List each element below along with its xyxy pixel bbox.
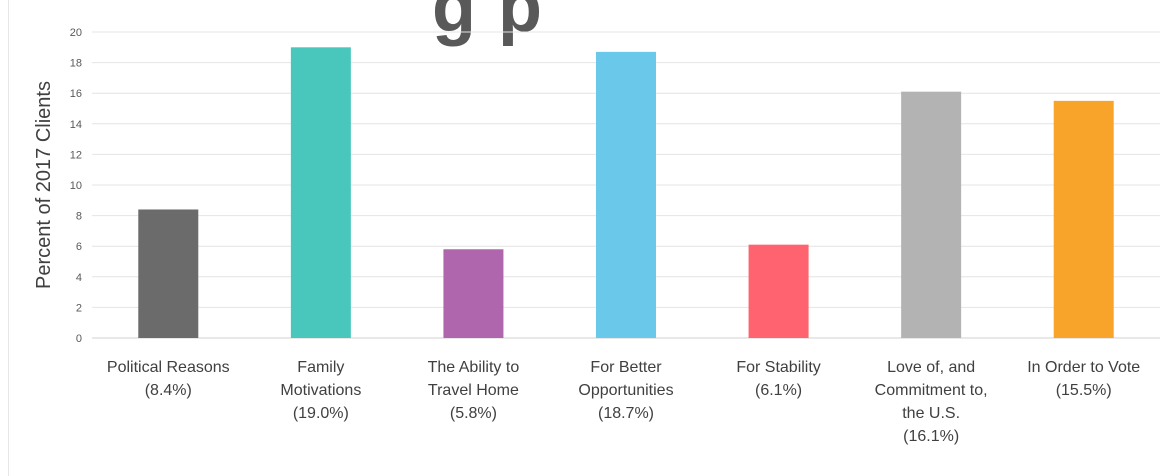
y-axis-ticks: 0 2 4 6 8 10 12 14 16 18 20 (70, 27, 82, 345)
bar (596, 51, 656, 338)
y-tick-label: 14 (70, 119, 82, 131)
bar (138, 209, 199, 338)
x-category-label: Family Motivations (19.0%) (280, 359, 361, 422)
y-axis-label: Percent of 2017 Clients (33, 81, 55, 289)
y-tick-label: 18 (70, 58, 82, 70)
x-category-label: Political Reasons (8.4%) (107, 359, 230, 399)
x-category-label: For Better Opportunities (18.7%) (578, 359, 673, 422)
y-tick-label: 12 (70, 149, 82, 161)
bars (138, 47, 1114, 339)
y-tick-label: 10 (70, 180, 82, 192)
x-category-label: For Stability (6.1%) (736, 359, 820, 399)
x-category-label: The Ability to Travel Home (5.8%) (428, 359, 520, 422)
chart-frame-border (8, 0, 9, 476)
bar (901, 91, 962, 338)
bar (443, 249, 504, 338)
y-tick-label: 20 (70, 27, 82, 39)
chart-title-fragment: g p (432, 0, 543, 47)
bar (290, 47, 351, 339)
x-category-label: In Order to Vote (15.5%) (1027, 359, 1140, 399)
bar (1053, 100, 1114, 338)
y-tick-label: 8 (76, 211, 82, 223)
y-tick-label: 4 (76, 272, 82, 284)
y-tick-label: 0 (76, 333, 82, 345)
y-tick-label: 16 (70, 88, 82, 100)
x-category-label: Love of, and Commitment to, the U.S. (16.1%… (875, 359, 988, 445)
x-axis-labels: Political Reasons (8.4%) Family Motivations… (107, 359, 1140, 445)
bar (748, 244, 809, 338)
y-tick-label: 6 (76, 241, 82, 253)
y-tick-label: 2 (76, 302, 82, 314)
